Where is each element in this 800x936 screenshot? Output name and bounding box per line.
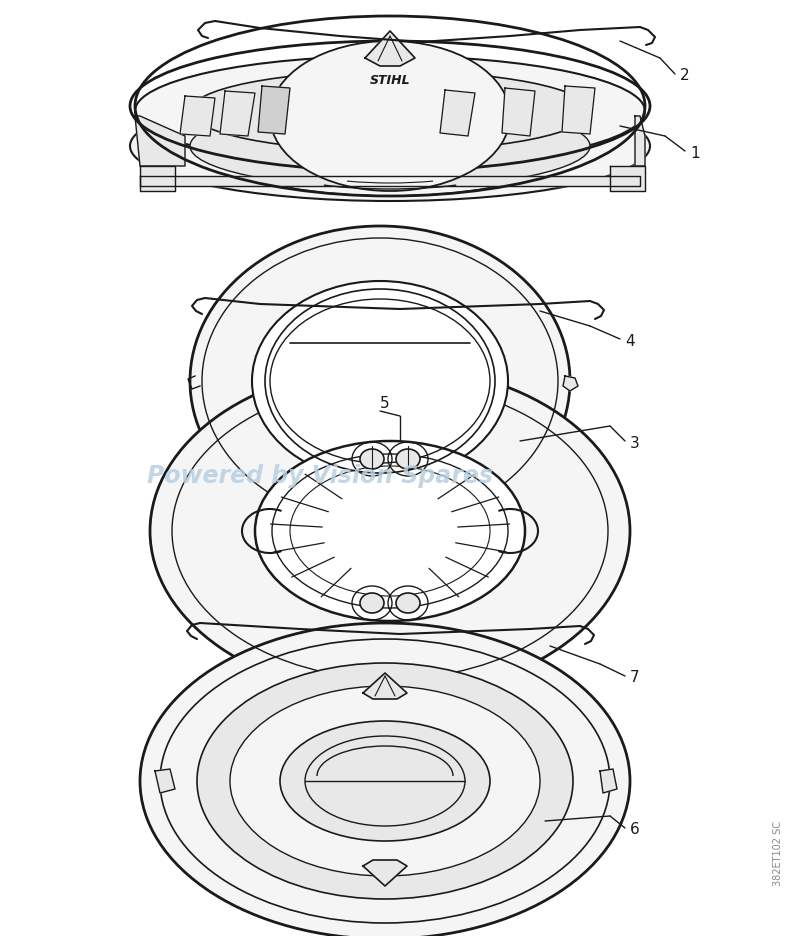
Text: 1: 1 [690, 145, 700, 160]
Polygon shape [635, 116, 645, 166]
Text: Powered by Vision Spares: Powered by Vision Spares [147, 464, 493, 488]
Ellipse shape [130, 91, 650, 201]
Ellipse shape [190, 226, 570, 536]
Polygon shape [600, 769, 617, 793]
Polygon shape [220, 91, 255, 136]
Text: 2: 2 [680, 68, 690, 83]
Ellipse shape [252, 281, 508, 481]
Ellipse shape [135, 56, 645, 166]
Text: 5: 5 [380, 396, 390, 411]
Ellipse shape [150, 366, 630, 696]
Polygon shape [502, 88, 535, 136]
Text: STIHL: STIHL [370, 75, 410, 87]
Text: 7: 7 [630, 670, 640, 685]
Polygon shape [258, 86, 290, 134]
Polygon shape [155, 769, 175, 793]
Ellipse shape [396, 593, 420, 613]
Ellipse shape [360, 593, 384, 613]
Polygon shape [365, 31, 415, 66]
Polygon shape [363, 673, 407, 699]
Polygon shape [562, 86, 595, 134]
Polygon shape [563, 376, 578, 391]
Ellipse shape [190, 71, 590, 151]
Text: 382ET102 SC: 382ET102 SC [773, 821, 783, 886]
Polygon shape [610, 166, 645, 191]
Text: 3: 3 [630, 435, 640, 450]
Ellipse shape [197, 663, 573, 899]
Polygon shape [363, 860, 407, 886]
Ellipse shape [270, 41, 510, 191]
Ellipse shape [190, 104, 590, 188]
Polygon shape [135, 116, 185, 166]
Polygon shape [140, 166, 175, 191]
Ellipse shape [140, 623, 630, 936]
Ellipse shape [360, 449, 384, 469]
Ellipse shape [396, 449, 420, 469]
Polygon shape [180, 96, 215, 136]
Polygon shape [440, 90, 475, 136]
Text: 4: 4 [625, 333, 634, 348]
Ellipse shape [230, 686, 540, 876]
Text: 6: 6 [630, 823, 640, 838]
Polygon shape [140, 176, 640, 186]
Ellipse shape [255, 441, 525, 621]
Ellipse shape [280, 721, 490, 841]
